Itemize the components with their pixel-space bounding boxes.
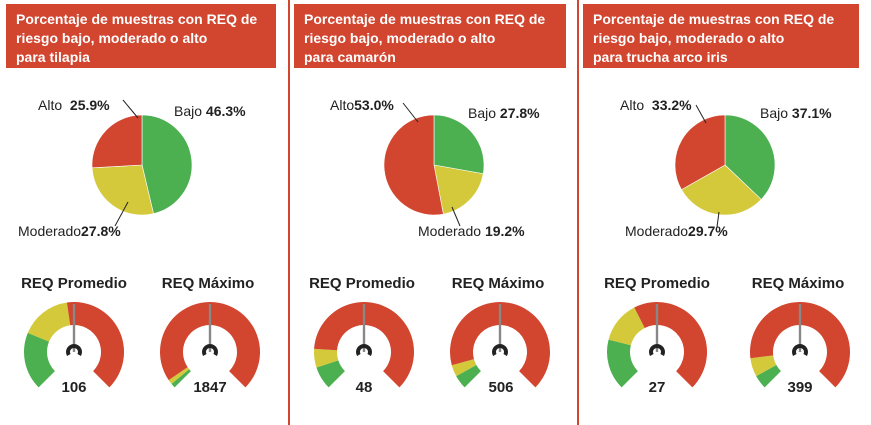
gauge-band-bajo (606, 339, 638, 388)
label-value: 33.2% (651, 97, 692, 113)
gauge-band-alto (749, 302, 850, 388)
label-value: 53.0% (354, 97, 394, 113)
gauge-band-bajo (316, 360, 345, 388)
title-line-1: Porcentaje de muestras con REQ de (593, 11, 835, 27)
gauge-value: 48 (355, 379, 373, 396)
panel-title: Porcentaje de muestras con REQ de riesgo… (583, 4, 859, 68)
title-line-2: riesgo bajo, moderado o alto (304, 30, 496, 46)
leader-line (114, 201, 129, 227)
label-name: Bajo (468, 105, 497, 121)
gauge-title: REQ Promedio (21, 275, 127, 292)
panel-trucha: Porcentaje de muestras con REQ de riesgo… (579, 0, 871, 425)
pie-label-moderado: Moderado27.8% (18, 223, 121, 239)
pie-slice-moderado (433, 164, 484, 215)
pie-label-moderado: Moderado29.7% (625, 223, 728, 239)
gauge-title: REQ Promedio (604, 275, 710, 292)
gauge-band-bajo (24, 332, 55, 388)
gauge-band-moderado (750, 355, 777, 377)
pie-slice-alto (383, 114, 444, 216)
gauge-band-alto (66, 301, 125, 388)
gauge-band-moderado (168, 367, 190, 384)
pie-slice-alto (674, 114, 726, 191)
gauge-band-moderado (451, 359, 477, 377)
pie-label-moderado: Moderado 19.2% (418, 223, 525, 239)
pie-slice-bajo (141, 114, 193, 215)
gauge-band-bajo (756, 365, 781, 388)
gauge-band-alto (634, 301, 708, 388)
label-name: Bajo (760, 105, 789, 121)
pie-label-alto: Alto 33.2% (620, 97, 692, 113)
label-value: 29.7% (688, 223, 728, 239)
label-value: 27.8% (499, 105, 540, 121)
gauge-title: REQ Máximo (161, 275, 255, 292)
gauge-band-alto (450, 302, 551, 388)
pie-chart-trucha (606, 104, 850, 388)
gauge-band-moderado (608, 307, 645, 346)
gauge-value: 506 (488, 379, 514, 396)
gauge-hub (649, 344, 665, 356)
pie-label-bajo: Bajo 27.8% (468, 105, 540, 121)
label-name: Bajo (174, 103, 203, 119)
leader-line (716, 211, 720, 228)
panel-divider (577, 0, 579, 425)
gauge-title: REQ Máximo (451, 275, 545, 292)
label-value: 25.9% (69, 97, 110, 113)
gauge-value: 399 (787, 379, 813, 396)
panel-title: Porcentaje de muestras con REQ de riesgo… (294, 4, 566, 68)
leader-line (402, 102, 419, 123)
pie-label-alto: Alto 25.9% (38, 97, 110, 113)
pie-slice-alto (91, 114, 143, 169)
gauge-value: 106 (61, 379, 87, 396)
title-line-3: para camarón (304, 49, 396, 65)
gauge-band-moderado (314, 348, 339, 368)
title-line-2: riesgo bajo, moderado o alto (593, 30, 785, 46)
leader-line (695, 104, 707, 124)
leader-line (122, 99, 139, 119)
pie-label-bajo: Bajo 37.1% (760, 105, 832, 121)
label-name: Alto (38, 97, 63, 113)
pie-slice-bajo (433, 114, 485, 175)
label-name: Moderado (418, 223, 482, 239)
gauge-band-moderado (27, 302, 71, 342)
label-name: Moderado (625, 223, 689, 239)
label-value: 27.8% (81, 223, 121, 239)
leader-line (451, 206, 461, 227)
panel-tilapia: Porcentaje de muestras con REQ de riesgo… (0, 0, 288, 425)
gauge-band-bajo (456, 365, 481, 388)
pie-slice-moderado (91, 164, 154, 216)
title-line-2: riesgo bajo, moderado o alto (16, 30, 208, 46)
gauge-band-alto (160, 302, 261, 388)
panel-divider (288, 0, 290, 425)
title-line-3: para trucha arco iris (593, 49, 728, 65)
pie-chart-camaron (314, 102, 551, 388)
gauge-hub (792, 344, 808, 356)
gauge-band-alto (314, 302, 415, 388)
gauge-band-bajo (171, 369, 191, 388)
pie-label-alto: Alto53.0% (330, 97, 394, 113)
gauge-hub (202, 344, 219, 356)
label-value: 46.3% (205, 103, 246, 119)
label-value: 19.2% (484, 223, 525, 239)
gauge-value: 27 (648, 379, 666, 396)
gauge-title: REQ Promedio (309, 275, 415, 292)
gauge-hub (66, 344, 83, 356)
title-line-3: para tilapia (16, 49, 90, 65)
gauge-value: 1847 (193, 379, 227, 396)
label-name: Alto (620, 97, 645, 113)
gauge-title: REQ Máximo (751, 275, 845, 292)
pie-chart-tilapia (24, 99, 261, 388)
gauge-hub (356, 344, 372, 356)
title-line-1: Porcentaje de muestras con REQ de (304, 11, 546, 27)
panel-camaron: Porcentaje de muestras con REQ de riesgo… (290, 0, 577, 425)
title-line-1: Porcentaje de muestras con REQ de (16, 11, 258, 27)
panel-title: Porcentaje de muestras con REQ de riesgo… (6, 4, 276, 68)
label-name: Moderado (18, 223, 82, 239)
gauge-hub (492, 344, 508, 356)
pie-label-bajo: Bajo 46.3% (174, 103, 246, 119)
pie-slice-bajo (724, 114, 776, 200)
label-value: 37.1% (791, 105, 832, 121)
label-name: Alto (330, 97, 355, 113)
